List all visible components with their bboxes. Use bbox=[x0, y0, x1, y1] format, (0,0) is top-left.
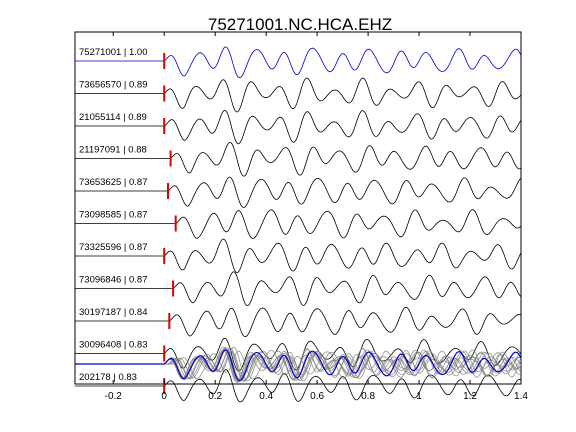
trace-label-0: 75271001 | 1.00 bbox=[79, 47, 148, 58]
trace-1 bbox=[75, 77, 522, 113]
trace-2 bbox=[75, 109, 522, 145]
x-tick-label-0: -0.2 bbox=[105, 391, 123, 402]
x-tick-label-6: 1 bbox=[416, 391, 422, 402]
chart-title: 75271001.NC.HCA.EHZ bbox=[208, 15, 392, 34]
traces-group: 75271001 | 1.00 73656570 | 0.89 21055114 |… bbox=[75, 46, 522, 403]
stack-trace-0 bbox=[75, 349, 522, 382]
trace-10 bbox=[75, 369, 522, 403]
trace-3 bbox=[75, 141, 522, 177]
trace-label-6: 73325596 | 0.87 bbox=[79, 242, 148, 253]
x-tick-label-7: 1.2 bbox=[463, 391, 477, 402]
trace-label-3: 21197091 | 0.88 bbox=[79, 145, 147, 156]
stack-group bbox=[75, 346, 522, 383]
x-tick-label-2: 0.2 bbox=[208, 391, 222, 402]
trace-5 bbox=[75, 209, 522, 239]
trace-label-5: 73098585 | 0.87 bbox=[79, 210, 148, 221]
trace-6 bbox=[75, 238, 522, 274]
trace-4 bbox=[75, 176, 522, 208]
trace-7 bbox=[75, 271, 522, 307]
trace-label-8: 30197187 | 0.84 bbox=[79, 307, 148, 318]
x-axis: -0.2 0 0.2 0.4 0.6 0.8 1 1.2 1.4 bbox=[105, 32, 528, 402]
trace-label-4: 73653625 | 0.87 bbox=[79, 177, 148, 188]
x-tick-label-1: 0 bbox=[161, 391, 167, 402]
plot-frame bbox=[74, 31, 522, 385]
trace-label-1: 73656570 | 0.89 bbox=[79, 80, 148, 91]
trace-label-2: 21055114 | 0.89 bbox=[79, 112, 147, 123]
x-tick-label-4: 0.6 bbox=[310, 391, 324, 402]
x-tick-label-3: 0.4 bbox=[259, 391, 273, 402]
trace-label-9: 30096408 | 0.83 bbox=[79, 340, 148, 351]
trace-label-10: 202178 | 0.83 bbox=[79, 372, 137, 383]
trace-label-7: 73096846 | 0.87 bbox=[79, 275, 148, 286]
trace-0 bbox=[75, 46, 522, 79]
x-tick-label-5: 0.8 bbox=[361, 391, 375, 402]
x-tick-label-8: 1.4 bbox=[514, 391, 528, 402]
trace-8 bbox=[75, 306, 522, 338]
